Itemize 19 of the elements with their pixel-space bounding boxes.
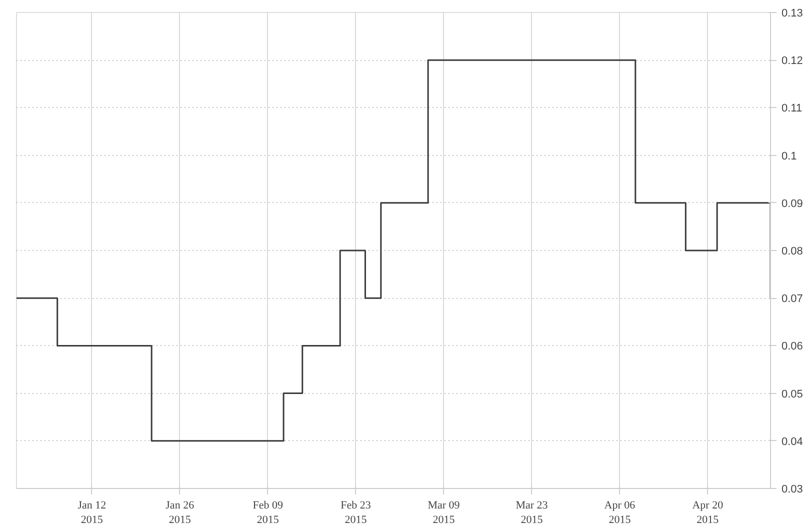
y-tick-label: 0.1 bbox=[782, 150, 797, 162]
y-tick-label: 0.13 bbox=[782, 8, 803, 20]
x-tick-label: Jan 12 2015 bbox=[78, 500, 106, 526]
y-tick-label: 0.07 bbox=[782, 293, 803, 306]
y-tick-label: 0.12 bbox=[782, 55, 803, 68]
y-tick-label: 0.09 bbox=[782, 198, 803, 210]
y-tick-label: 0.08 bbox=[782, 246, 803, 258]
x-tick-label: Feb 23 2015 bbox=[340, 500, 372, 526]
x-tick-label: Apr 20 2015 bbox=[692, 500, 724, 526]
y-tick-label: 0.04 bbox=[782, 436, 803, 448]
x-tick-label: Feb 09 2015 bbox=[252, 500, 284, 526]
x-tick-label: Mar 09 2015 bbox=[428, 500, 460, 526]
y-tick-label: 0.11 bbox=[782, 102, 802, 115]
x-tick-label: Apr 06 2015 bbox=[604, 500, 636, 526]
y-tick-label: 0.05 bbox=[782, 388, 803, 400]
y-tick-label: 0.03 bbox=[782, 484, 803, 496]
x-tick-label: Jan 26 2015 bbox=[166, 500, 195, 526]
y-tick-label: 0.06 bbox=[782, 340, 803, 353]
x-tick-label: Mar 23 2015 bbox=[516, 500, 548, 526]
